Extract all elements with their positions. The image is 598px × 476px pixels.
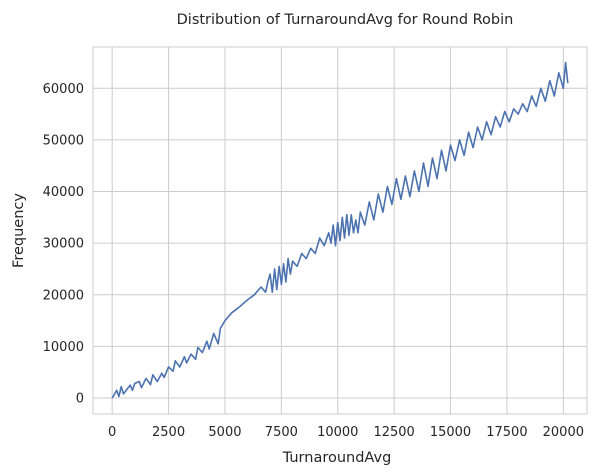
x-tick-label: 17500 xyxy=(486,425,527,440)
y-tick-label: 30000 xyxy=(43,237,84,252)
x-tick-label: 10000 xyxy=(317,425,358,440)
x-tick-label: 5000 xyxy=(208,425,241,440)
y-tick-label: 60000 xyxy=(43,82,84,97)
x-tick-label: 7500 xyxy=(265,425,298,440)
y-tick-label: 0 xyxy=(76,391,84,406)
x-axis-ticks: 0 2500 5000 7500 10000 12500 15000 17500 20000 xyxy=(108,425,584,440)
x-tick-label: 15000 xyxy=(430,425,471,440)
y-tick-label: 20000 xyxy=(43,288,84,303)
y-tick-label: 10000 xyxy=(43,340,84,355)
x-tick-label: 2500 xyxy=(152,425,185,440)
x-tick-label: 20000 xyxy=(543,425,584,440)
y-axis-ticks: 0 10000 20000 30000 40000 50000 60000 xyxy=(43,82,84,407)
y-axis-label: Frequency xyxy=(11,193,27,268)
plot-area xyxy=(111,61,569,399)
chart-title: Distribution of TurnaroundAvg for Round … xyxy=(177,12,514,28)
x-axis-label: TurnaroundAvg xyxy=(282,450,392,466)
y-tick-label: 40000 xyxy=(43,185,84,200)
series-line xyxy=(111,61,569,399)
plot-frame xyxy=(92,46,588,415)
x-tick-label: 12500 xyxy=(373,425,414,440)
y-tick-label: 50000 xyxy=(43,133,84,148)
x-tick-label: 0 xyxy=(108,425,116,440)
